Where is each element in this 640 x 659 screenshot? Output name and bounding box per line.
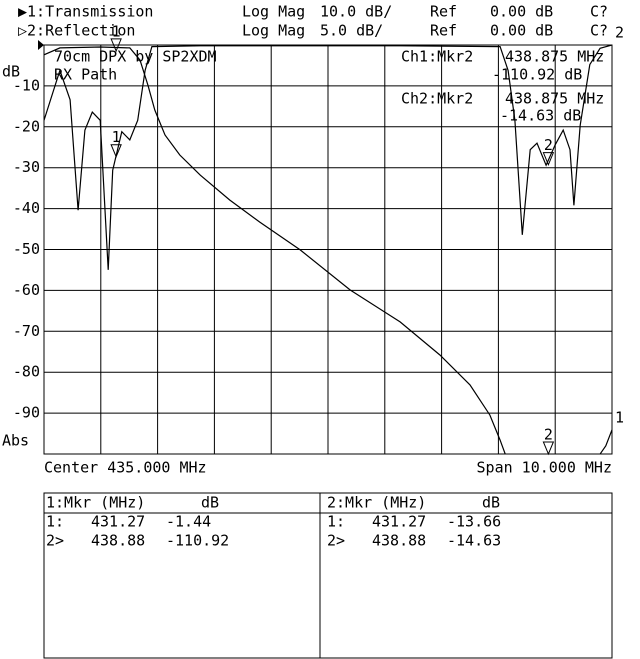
table-cell: 1: <box>327 513 345 531</box>
readout: -14.63 dB <box>500 107 581 125</box>
marker <box>542 152 555 166</box>
annotation: 70cm DPX by SP2XDM <box>54 48 217 66</box>
header-text: ▶1:Transmission <box>18 3 153 21</box>
marker-label: 1 <box>112 128 121 146</box>
table-cell: 2> <box>46 532 64 550</box>
readout: Ch2:Mkr2 <box>401 90 473 108</box>
header: ▶1:Transmission Log Mag 10.0 dB/Ref 0.00 dB… <box>18 3 608 40</box>
trace-label: 1 <box>615 408 624 426</box>
table-header: dB <box>201 494 219 512</box>
header-text: 0.00 dB <box>490 22 553 40</box>
table-cell: -1.44 <box>166 513 211 531</box>
y-tick-label: -90 <box>13 404 40 422</box>
ref-arrow <box>38 40 44 50</box>
y-tick-label: -40 <box>13 199 40 217</box>
marker-label: 2 <box>544 136 553 154</box>
table-cell: -14.63 <box>447 532 501 550</box>
table-cell: 431.27 <box>372 513 426 531</box>
table-cell: 1: <box>46 513 64 531</box>
header-text: Log Mag <box>242 3 305 21</box>
table-cell: 438.88 <box>91 532 145 550</box>
header-text: 0.00 dB <box>490 3 553 21</box>
marker <box>110 144 122 159</box>
header-text: ▷2:Reflection <box>18 22 135 40</box>
y-tick-label: -80 <box>13 363 40 381</box>
y-tick-label: -60 <box>13 281 40 299</box>
plot: -90 -80 -70 -60 -50 -40 -30 -20 -10 1 1 2 2 1 2 <box>13 22 624 456</box>
y-tick-label: -30 <box>13 158 40 176</box>
span-label: Span 10.000 MHz <box>477 459 612 477</box>
y-bottom-label: Abs <box>2 432 29 450</box>
table-cell: -110.92 <box>166 532 229 550</box>
y-tick-label: -10 <box>13 76 40 94</box>
marker <box>110 38 122 53</box>
trace <box>44 46 612 454</box>
table-header: dB <box>482 494 500 512</box>
header-text: Log Mag <box>242 22 305 40</box>
trace-label: 2 <box>615 24 624 42</box>
table-cell: 438.88 <box>372 532 426 550</box>
readout: 438.875 MHz <box>505 90 604 108</box>
header-text: C? <box>590 22 608 40</box>
readout: Ch1:Mkr2 <box>401 48 473 66</box>
marker <box>542 441 555 456</box>
header-text: Ref <box>430 3 457 21</box>
center-label: Center 435.000 MHz <box>44 459 207 477</box>
trace <box>44 45 612 270</box>
y-tick-label: -50 <box>13 240 40 258</box>
header-text: 5.0 dB/ <box>320 22 383 40</box>
y-label: dB <box>2 63 20 81</box>
marker-table: 1:Mkr (MHz) dB 1: 431.27 -1.44 2> 438.88 -110.9… <box>46 494 501 550</box>
y-tick-label: -70 <box>13 322 40 340</box>
table-cell: 431.27 <box>91 513 145 531</box>
table-cell: 2> <box>327 532 345 550</box>
marker-label: 2 <box>544 426 553 444</box>
table-header: 1:Mkr (MHz) <box>46 494 145 512</box>
header-text: Ref <box>430 22 457 40</box>
table-header: 2:Mkr (MHz) <box>327 494 426 512</box>
table-cell: -13.66 <box>447 513 501 531</box>
y-tick-label: -20 <box>13 117 40 135</box>
readout: -110.92 dB <box>492 66 582 84</box>
annotation: RX Path <box>54 66 117 84</box>
table-frame <box>43 492 613 659</box>
readout: 438.875 MHz <box>505 48 604 66</box>
header-text: C? <box>590 3 608 21</box>
header-text: 10.0 dB/ <box>320 3 392 21</box>
marker-label: 1 <box>112 22 121 40</box>
